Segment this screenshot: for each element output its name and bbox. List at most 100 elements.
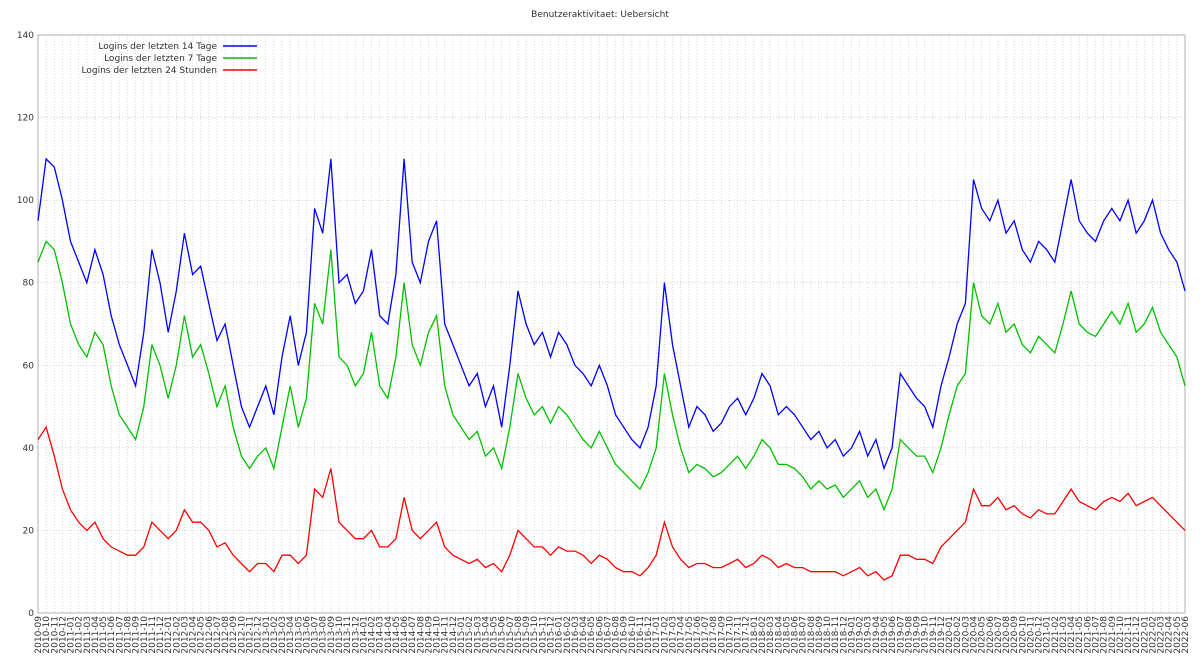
x-tick-label: 2021-10 bbox=[1116, 616, 1126, 654]
x-tick-label: 2016-10 bbox=[628, 616, 638, 654]
y-tick-label: 20 bbox=[23, 526, 35, 536]
x-tick-label: 2017-10 bbox=[725, 616, 735, 654]
x-tick-label: 2018-09 bbox=[815, 616, 825, 654]
x-tick-label: 2019-10 bbox=[921, 616, 931, 654]
x-tick-label: 2021-03 bbox=[1059, 616, 1069, 654]
x-tick-label: 2012-01 bbox=[164, 616, 174, 654]
x-tick-label: 2020-04 bbox=[969, 616, 979, 654]
plot-area bbox=[37, 34, 1186, 614]
x-tick-label: 2012-11 bbox=[246, 616, 256, 654]
x-tick-label: 2018-06 bbox=[791, 616, 801, 654]
x-tick-label: 2012-04 bbox=[189, 616, 199, 654]
x-tick-label: 2020-05 bbox=[978, 616, 988, 654]
x-tick-label: 2019-12 bbox=[937, 616, 947, 654]
legend-label: Logins der letzten 14 Tage bbox=[98, 42, 217, 52]
x-tick-label: 2014-04 bbox=[384, 616, 394, 654]
x-tick-label: 2011-07 bbox=[115, 616, 125, 654]
x-tick-label: 2020-07 bbox=[994, 616, 1004, 654]
x-tick-label: 2022-02 bbox=[1148, 616, 1158, 654]
x-tick-label: 2016-12 bbox=[644, 616, 654, 654]
x-tick-label: 2014-08 bbox=[416, 616, 426, 654]
x-tick-label: 2021-05 bbox=[1075, 616, 1085, 654]
x-tick-label: 2012-09 bbox=[229, 616, 239, 654]
x-tick-label: 2014-10 bbox=[433, 616, 443, 654]
x-tick-label: 2013-06 bbox=[302, 616, 312, 654]
x-tick-label: 2016-07 bbox=[603, 616, 613, 654]
x-tick-label: 2022-04 bbox=[1165, 616, 1175, 654]
x-tick-label: 2017-06 bbox=[693, 616, 703, 654]
x-tick-label: 2017-01 bbox=[652, 616, 662, 654]
x-tick-label: 2012-08 bbox=[221, 616, 231, 654]
chart-title: Benutzeraktivitaet: Uebersicht bbox=[531, 10, 669, 20]
x-tick-label: 2011-09 bbox=[132, 616, 142, 654]
y-tick-label: 100 bbox=[17, 196, 34, 206]
x-tick-label: 2017-12 bbox=[742, 616, 752, 654]
x-tick-label: 2013-12 bbox=[351, 616, 361, 654]
x-tick-label: 2020-01 bbox=[945, 616, 955, 654]
x-tick-label: 2015-06 bbox=[498, 616, 508, 654]
x-tick-label: 2019-04 bbox=[872, 616, 882, 654]
x-tick-label: 2016-02 bbox=[563, 616, 573, 654]
x-tick-label: 2012-06 bbox=[205, 616, 215, 654]
x-tick-label: 2014-12 bbox=[449, 616, 459, 654]
x-tick-label: 2020-11 bbox=[1026, 616, 1036, 654]
x-tick-label: 2011-04 bbox=[91, 616, 101, 654]
x-tick-label: 2013-10 bbox=[335, 616, 345, 654]
x-tick-label: 2019-07 bbox=[896, 616, 906, 654]
x-tick-label: 2015-03 bbox=[473, 616, 483, 654]
x-tick-label: 2018-12 bbox=[839, 616, 849, 654]
x-tick-label: 2016-09 bbox=[620, 616, 630, 654]
x-tick-label: 2020-06 bbox=[986, 616, 996, 654]
x-tick-label: 2016-04 bbox=[579, 616, 589, 654]
x-tick-label: 2010-10 bbox=[42, 616, 52, 654]
series-line bbox=[37, 157, 1186, 471]
x-tick-label: 2013-02 bbox=[270, 616, 280, 654]
y-tick-label: 0 bbox=[28, 609, 34, 619]
x-tick-label: 2011-03 bbox=[83, 616, 93, 654]
x-tick-label: 2011-02 bbox=[75, 616, 85, 654]
x-tick-label: 2017-11 bbox=[734, 616, 744, 654]
x-tick-label: 2015-08 bbox=[514, 616, 524, 654]
x-tick-label: 2014-03 bbox=[376, 616, 386, 654]
x-tick-label: 2018-04 bbox=[774, 616, 784, 654]
x-tick-label: 2020-08 bbox=[1002, 616, 1012, 654]
x-tick-label: 2014-06 bbox=[400, 616, 410, 654]
y-tick-label: 140 bbox=[17, 31, 34, 41]
x-tick-label: 2012-05 bbox=[197, 616, 207, 654]
x-tick-label: 2013-05 bbox=[294, 616, 304, 654]
x-tick-label: 2015-12 bbox=[546, 616, 556, 654]
x-tick-label: 2010-12 bbox=[58, 616, 68, 654]
x-tick-label: 2021-04 bbox=[1067, 616, 1077, 654]
x-tick-label: 2017-02 bbox=[660, 616, 670, 654]
x-tick-label: 2018-03 bbox=[766, 616, 776, 654]
x-tick-label: 2016-06 bbox=[595, 616, 605, 654]
y-tick-label: 120 bbox=[17, 114, 34, 124]
x-tick-label: 2018-11 bbox=[831, 616, 841, 654]
x-tick-label: 2019-11 bbox=[929, 616, 939, 654]
x-tick-label: 2017-03 bbox=[669, 616, 679, 654]
x-tick-label: 2013-01 bbox=[262, 616, 272, 654]
x-tick-label: 2021-02 bbox=[1051, 616, 1061, 654]
x-tick-label: 2011-01 bbox=[67, 616, 77, 654]
x-tick-label: 2013-04 bbox=[286, 616, 296, 654]
x-tick-label: 2012-03 bbox=[180, 616, 190, 654]
x-tick-label: 2018-05 bbox=[782, 616, 792, 654]
x-tick-label: 2013-07 bbox=[311, 616, 321, 654]
x-tick-label: 2012-12 bbox=[254, 616, 264, 654]
x-tick-label: 2022-06 bbox=[1181, 616, 1191, 654]
x-tick-label: 2013-08 bbox=[319, 616, 329, 654]
x-tick-label: 2017-08 bbox=[709, 616, 719, 654]
x-tick-label: 2014-09 bbox=[424, 616, 434, 654]
x-tick-label: 2014-11 bbox=[441, 616, 451, 654]
x-tick-label: 2019-05 bbox=[880, 616, 890, 654]
x-tick-label: 2010-09 bbox=[34, 616, 44, 654]
x-tick-label: 2015-05 bbox=[490, 616, 500, 654]
x-tick-label: 2019-06 bbox=[888, 616, 898, 654]
x-tick-label: 2022-01 bbox=[1140, 616, 1150, 654]
x-tick-label: 2019-03 bbox=[864, 616, 874, 654]
x-tick-label: 2018-01 bbox=[750, 616, 760, 654]
y-tick-label: 60 bbox=[23, 361, 35, 371]
y-tick-label: 80 bbox=[23, 279, 35, 289]
x-tick-label: 2016-08 bbox=[612, 616, 622, 654]
